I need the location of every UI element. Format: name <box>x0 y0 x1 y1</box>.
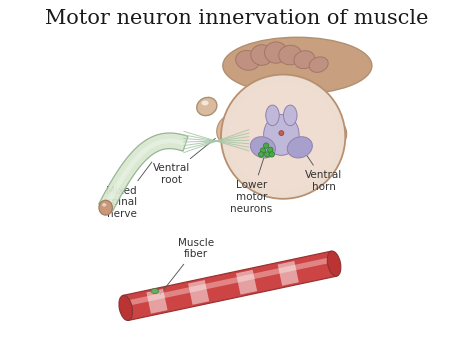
Polygon shape <box>123 251 337 321</box>
Circle shape <box>260 148 265 153</box>
Circle shape <box>269 152 274 157</box>
Ellipse shape <box>236 50 260 70</box>
Polygon shape <box>124 257 334 306</box>
Circle shape <box>268 147 273 153</box>
Polygon shape <box>278 261 299 286</box>
Circle shape <box>258 152 264 157</box>
Text: Mixed
spinal
nerve: Mixed spinal nerve <box>106 162 152 219</box>
Ellipse shape <box>250 137 275 158</box>
Polygon shape <box>236 270 257 295</box>
Polygon shape <box>146 289 168 314</box>
Ellipse shape <box>327 251 341 276</box>
Ellipse shape <box>151 289 159 294</box>
Ellipse shape <box>287 137 312 158</box>
Circle shape <box>264 152 270 157</box>
Circle shape <box>228 82 338 191</box>
Ellipse shape <box>102 203 106 207</box>
Text: Lower
motor
neurons: Lower motor neurons <box>230 153 273 214</box>
Ellipse shape <box>251 45 273 65</box>
Polygon shape <box>99 133 188 211</box>
Ellipse shape <box>266 105 279 126</box>
Polygon shape <box>104 138 186 209</box>
Polygon shape <box>188 280 209 305</box>
Circle shape <box>221 75 345 199</box>
Text: Ventral
root: Ventral root <box>153 138 215 185</box>
Ellipse shape <box>119 295 133 321</box>
Ellipse shape <box>294 51 315 69</box>
Ellipse shape <box>217 112 256 147</box>
Ellipse shape <box>309 57 328 72</box>
Text: Ventral
horn: Ventral horn <box>305 153 343 192</box>
Ellipse shape <box>197 97 217 116</box>
Circle shape <box>264 143 269 148</box>
Ellipse shape <box>313 118 346 149</box>
Ellipse shape <box>201 100 209 105</box>
Ellipse shape <box>279 45 302 65</box>
Ellipse shape <box>264 42 288 63</box>
Ellipse shape <box>223 37 372 94</box>
Ellipse shape <box>99 200 112 215</box>
Text: Motor neuron innervation of muscle: Motor neuron innervation of muscle <box>45 9 429 28</box>
Ellipse shape <box>264 114 299 155</box>
Circle shape <box>279 131 284 136</box>
Text: Muscle
fiber: Muscle fiber <box>160 238 214 294</box>
Ellipse shape <box>283 105 297 126</box>
